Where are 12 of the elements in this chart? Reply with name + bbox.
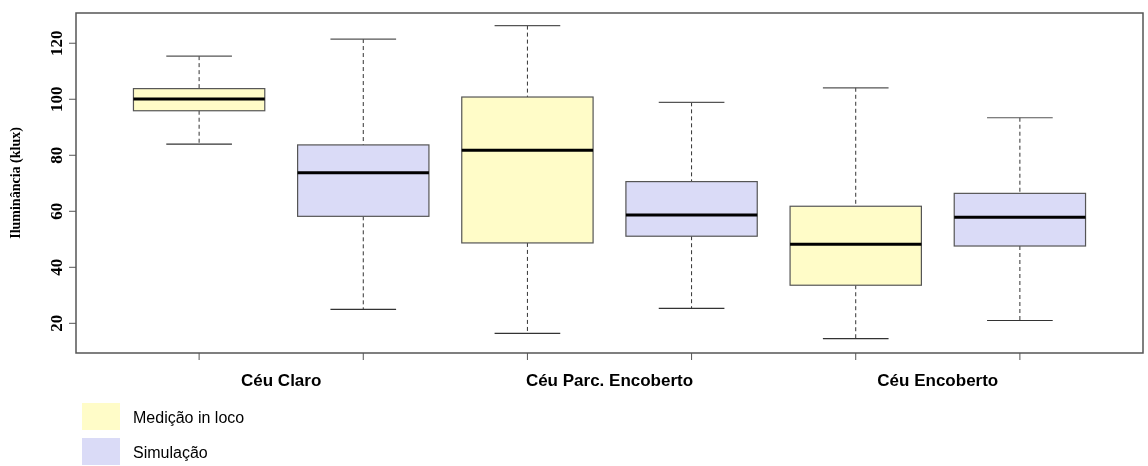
x-tick-label: Céu Claro <box>241 371 322 390</box>
legend-label: Simulação <box>133 444 208 461</box>
y-tick-label: 80 <box>47 146 66 164</box>
y-tick-label: 60 <box>47 202 66 220</box>
y-axis-title: Iluminância (klux) <box>8 126 24 239</box>
y-tick-label: 120 <box>47 30 66 56</box>
y-tick-label: 100 <box>47 86 66 113</box>
y-tick-label: 40 <box>47 258 66 276</box>
x-tick-label: Céu Parc. Encoberto <box>525 371 694 390</box>
x-tick-label: Céu Encoberto <box>877 371 999 390</box>
legend-label: Medição in loco <box>133 409 245 426</box>
y-tick-label: 20 <box>47 314 66 332</box>
